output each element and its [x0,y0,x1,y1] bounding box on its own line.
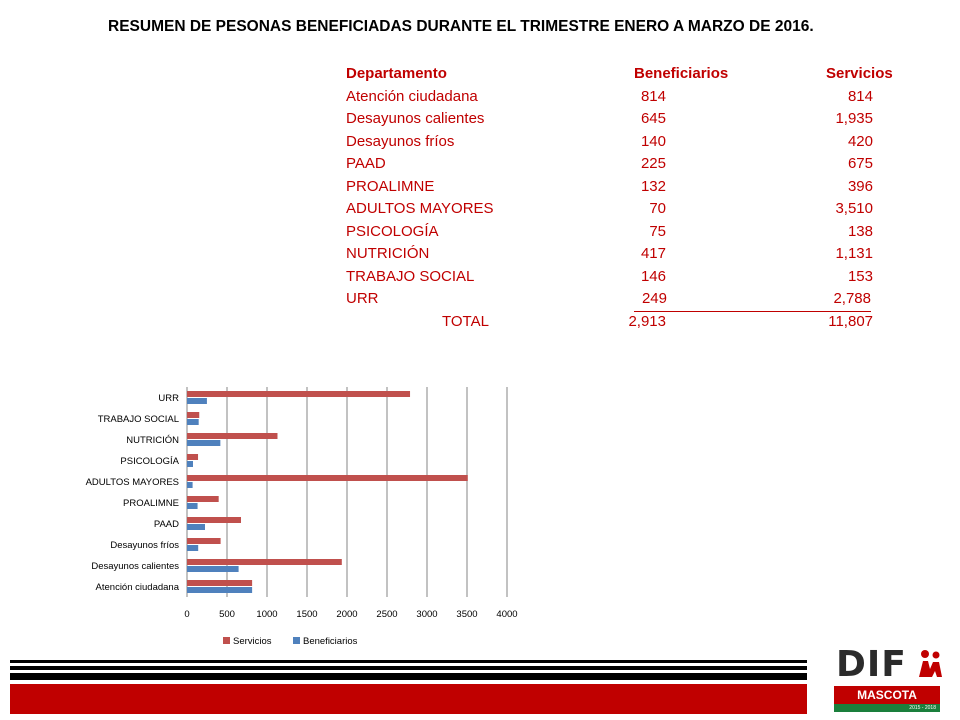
family-icon [919,650,942,677]
cell-servicios: 3,510 [835,200,873,217]
cell-beneficiarios: 146 [640,267,666,285]
cell-servicios: 1,935 [835,110,873,127]
footer-black-stripe-3 [10,673,807,680]
category-label: PROALIMNE [123,498,179,509]
bar-beneficiarios [187,503,198,509]
bar-servicios [187,559,342,565]
x-tick-label: 2500 [376,609,397,620]
cell-departamento: Desayunos fríos [346,132,455,150]
legend-swatch [223,637,230,644]
cell-servicios: 138 [847,222,873,240]
category-label: URR [158,393,179,404]
cell-servicios: 420 [847,132,873,150]
cell-beneficiarios: 645 [640,110,666,127]
header-departamento: Departamento [346,65,447,82]
cell-servicios: 675 [847,155,873,172]
bar-beneficiarios [187,440,221,446]
bar-servicios [187,517,241,523]
category-label: Desayunos calientes [91,561,179,572]
cell-beneficiarios: 132 [640,177,666,195]
cell-beneficiarios: 225 [640,155,666,172]
bar-servicios [187,580,253,586]
cell-servicios: 814 [847,87,873,105]
bar-beneficiarios [187,587,253,593]
bar-beneficiarios [187,461,193,467]
cell-beneficiarios: 814 [640,87,666,105]
category-label: ADULTOS MAYORES [86,477,179,488]
category-label: PAAD [154,519,179,530]
cell-servicios: 153 [847,267,873,285]
cell-beneficiarios: 70 [649,200,666,217]
category-label: PSICOLOGÍA [120,456,179,467]
total-servicios: 11,807 [828,312,873,330]
bar-chart: 0 500 1000 1500 2000 2500 3000 3500 4000 Atención… [86,387,518,647]
cell-departamento: URR [346,290,379,307]
category-label: NUTRICIÓN [126,435,179,446]
bar-servicios [187,433,278,439]
x-tick-label: 4000 [496,609,517,620]
footer-black-stripe-1 [10,660,807,663]
bar-servicios [187,538,221,544]
cell-beneficiarios: 417 [640,245,666,262]
cell-departamento: TRABAJO SOCIAL [346,267,475,285]
cell-beneficiarios: 140 [640,132,666,150]
category-label: Atención ciudadana [96,582,180,593]
header-beneficiarios: Beneficiarios [634,65,729,82]
legend-label: Beneficiarios [303,636,358,647]
cell-departamento: NUTRICIÓN [346,245,430,262]
x-tick-label: 3000 [416,609,437,620]
cell-departamento: Desayunos calientes [346,110,485,127]
cell-departamento: PAAD [346,155,386,172]
cell-servicios: 1,131 [835,245,873,262]
cell-servicios: 396 [847,177,873,195]
footer-red-band [10,684,807,714]
x-tick-label: 500 [219,609,235,620]
category-label: Desayunos fríos [110,540,179,551]
cell-beneficiarios: 249 [634,288,667,312]
cell-departamento: Atención ciudadana [346,87,478,105]
bar-servicios [187,475,468,481]
x-tick-label: 1500 [296,609,317,620]
total-beneficiarios: 2,913 [628,312,666,330]
total-label: TOTAL [442,312,489,330]
bar-beneficiarios [187,398,207,404]
bar-servicios [187,412,200,418]
cell-departamento: PSICOLOGÍA [346,222,439,240]
cell-departamento: PROALIMNE [346,177,435,195]
bar-beneficiarios [187,524,205,530]
x-tick-label: 0 [184,609,189,620]
logo-years: 2015 - 2018 [834,704,940,712]
dif-mascota-logo: DIF MASCOTA 2015 - 2018 [830,645,945,715]
x-tick-label: 2000 [336,609,357,620]
logo-town-banner: MASCOTA [834,686,940,704]
bar-servicios [187,391,411,397]
bar-beneficiarios [187,545,199,551]
cell-servicios: 2,788 [667,288,871,312]
x-tick-label: 3500 [456,609,477,620]
cell-beneficiarios: 75 [649,222,666,240]
logo-dif-text: DIF [836,644,907,685]
header-servicios: Servicios [826,65,893,82]
bar-servicios [187,454,199,460]
legend-swatch [293,637,300,644]
x-tick-label: 1000 [256,609,277,620]
cell-departamento: ADULTOS MAYORES [346,200,494,217]
category-label: TRABAJO SOCIAL [98,414,179,425]
legend-label: Servicios [233,636,272,647]
page-title: RESUMEN DE PESONAS BENEFICIADAS DURANTE … [108,18,814,35]
bar-servicios [187,496,219,502]
bar-beneficiarios [187,482,193,488]
bar-beneficiarios [187,566,239,572]
footer-black-stripe-2 [10,666,807,670]
bar-beneficiarios [187,419,199,425]
